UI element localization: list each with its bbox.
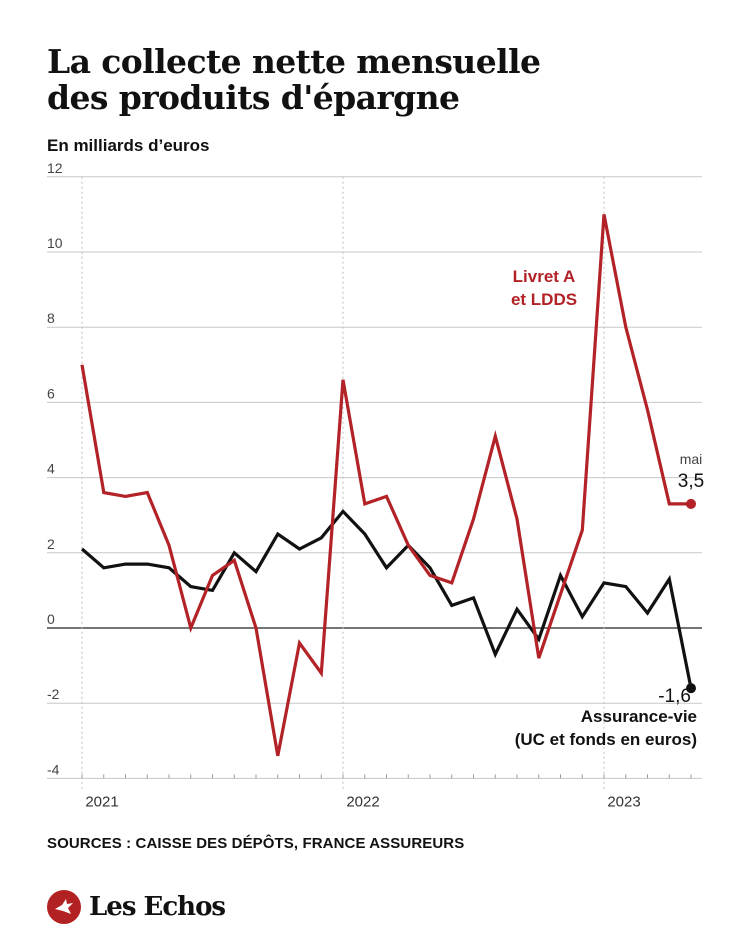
x-tick-label: 2022 [346,793,379,810]
y-tick-label: 2 [47,536,55,552]
les-echos-logo-icon [47,890,81,924]
y-tick-label: 6 [47,385,55,401]
end-month-label: mai [680,451,703,467]
y-tick-label: 10 [47,235,63,251]
end-value-label-livret-a: 3,5 [678,471,704,492]
y-tick-label: 8 [47,310,55,326]
source-note: SOURCES : CAISSE DES DÉPÔTS, FRANCE ASSU… [47,835,465,852]
x-tick-label: 2021 [85,793,118,810]
chart-title-line-1: La collecte nette mensuelle [47,42,541,81]
series-label-livret-a-line-2: et LDDS [511,290,577,309]
y-tick-label: 12 [47,160,63,176]
series-line-livret-a [80,214,691,757]
y-tick-label: -2 [47,686,60,702]
brand-logo: Les Echos [47,888,226,926]
series-line-assurance-vie [80,508,693,689]
end-value-label-assurance-vie: -1,6 [658,686,691,707]
y-tick-label: -4 [47,761,60,777]
chart-title-line-2: des produits d'épargne [47,78,460,117]
series-label-assurance-vie-line-1: Assurance-vie [581,707,697,726]
series-label-assurance-vie-line-2: (UC et fonds en euros) [515,730,697,749]
brand-name: Les Echos [89,892,226,922]
chart-title: La collecte nette mensuelle des produits… [47,44,697,116]
end-point-livret-a [686,498,696,509]
chart-subtitle-unit: En milliards d’euros [47,136,210,155]
bird-icon [55,899,73,914]
end-point-assurance-vie [686,683,696,694]
y-tick-label: 4 [47,461,55,477]
series-label-livret-a-line-1: Livret A [513,267,576,286]
x-tick-label: 2023 [607,793,640,810]
y-tick-label: 0 [47,611,55,627]
